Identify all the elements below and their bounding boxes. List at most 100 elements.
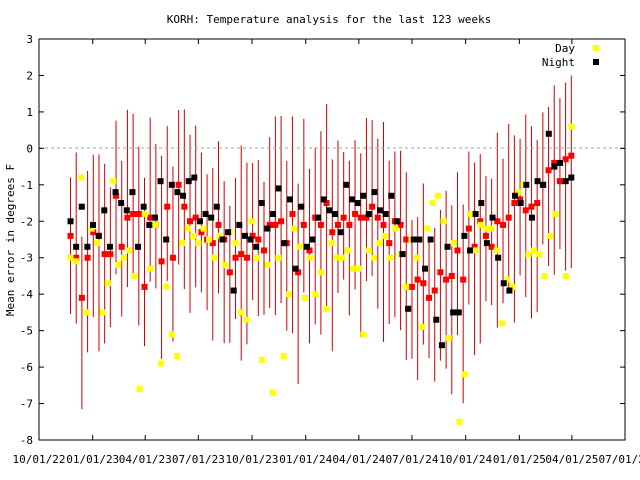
day-point [445, 334, 452, 341]
x-tick-label: 10/01/22 [13, 453, 66, 466]
mean-point [198, 229, 205, 236]
night-point [73, 243, 80, 250]
day-point [488, 225, 495, 232]
day-point [477, 221, 484, 228]
mean-point [448, 272, 455, 279]
mean-point [73, 254, 80, 261]
night-point [376, 207, 383, 214]
mean-point [118, 243, 125, 250]
night-point [225, 229, 232, 236]
x-tick-label: 01/01/25 [493, 453, 546, 466]
night-point [551, 163, 558, 170]
day-point [541, 272, 548, 279]
mean-point [113, 192, 120, 199]
mean-point [209, 240, 216, 247]
x-tick-label: 07/01/24 [385, 453, 438, 466]
night-point [331, 210, 338, 217]
day-point [280, 353, 287, 360]
night-point [185, 178, 192, 185]
mean-point [397, 221, 404, 228]
x-tick-label: 10/01/23 [226, 453, 279, 466]
day-point [317, 269, 324, 276]
x-tick-label: 01/01/23 [66, 453, 119, 466]
mean-point [465, 225, 472, 232]
x-tick-label: 04/01/25 [545, 453, 598, 466]
night-point [118, 200, 125, 207]
day-point [536, 251, 543, 258]
night-point [146, 221, 153, 228]
day-point [360, 331, 367, 338]
mean-point [141, 283, 148, 290]
night-point [450, 309, 457, 316]
day-point [168, 331, 175, 338]
night-point [90, 221, 97, 228]
mean-point [454, 247, 461, 254]
day-point [504, 276, 511, 283]
night-point [320, 196, 327, 203]
mean-point [232, 254, 239, 261]
day-point [509, 283, 516, 290]
mean-point [238, 251, 245, 258]
day-point [333, 254, 340, 261]
day-point [562, 272, 569, 279]
night-point [247, 236, 254, 243]
mean-point [352, 210, 359, 217]
mean-point [551, 159, 558, 166]
day-point [83, 309, 90, 316]
day-point [179, 240, 186, 247]
y-tick-label: 3 [26, 33, 33, 46]
day-point [131, 272, 138, 279]
mean-point [101, 251, 108, 258]
day-point [211, 254, 218, 261]
night-point [106, 243, 113, 250]
mean-point [511, 200, 518, 207]
legend: Day Night [542, 42, 599, 69]
night-point [241, 232, 248, 239]
y-tick-label: -6 [20, 361, 33, 374]
mean-point [340, 214, 347, 221]
x-tick-label: 04/01/23 [119, 453, 172, 466]
night-point [270, 210, 277, 217]
mean-point [300, 221, 307, 228]
mean-point [500, 221, 507, 228]
mean-point [363, 214, 370, 221]
night-point [388, 192, 395, 199]
night-point [427, 236, 434, 243]
day-point [99, 309, 106, 316]
night-point [219, 236, 226, 243]
day-point [349, 265, 356, 272]
error-bars [70, 75, 572, 410]
day-point [184, 225, 191, 232]
mean-point [67, 232, 74, 239]
legend-label-day: Day [555, 42, 575, 55]
day-point [67, 254, 74, 261]
mean-point [346, 221, 353, 228]
night-point [467, 247, 474, 254]
day-point [94, 240, 101, 247]
x-tick-label: 04/01/24 [332, 453, 385, 466]
mean-point [477, 218, 484, 225]
legend-label-night: Night [542, 56, 575, 69]
y-tick-label: -8 [20, 434, 33, 447]
night-point [230, 287, 237, 294]
day-point [126, 247, 133, 254]
night-point [348, 196, 355, 203]
night-point [337, 229, 344, 236]
night-point [151, 214, 158, 221]
day-point [344, 247, 351, 254]
day-point [440, 218, 447, 225]
night-point [253, 243, 260, 250]
night-point [326, 207, 333, 214]
night-point [422, 265, 429, 272]
mean-point [306, 247, 313, 254]
mean-point [420, 280, 427, 287]
night-point [472, 210, 479, 217]
mean-point [534, 200, 541, 207]
day-point [200, 225, 207, 232]
night-point [84, 243, 91, 250]
day-point [499, 320, 506, 327]
day-point [328, 240, 335, 247]
day-point [461, 371, 468, 378]
night-point [129, 189, 136, 196]
